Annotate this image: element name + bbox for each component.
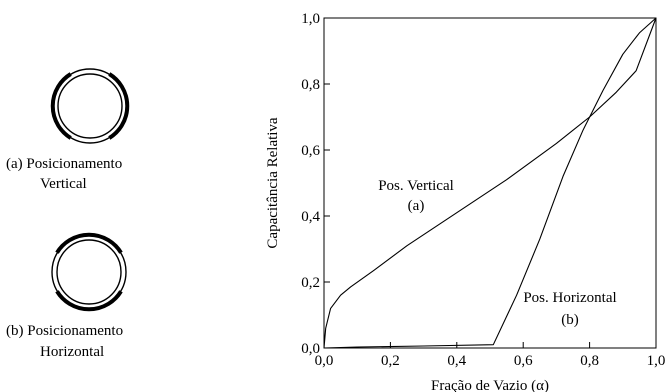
series-horizontal-line [323,17,657,349]
series-vertical-line [323,17,657,349]
electrode-left [50,72,72,140]
schematic-vertical [50,68,130,144]
electrode-right [108,72,130,140]
plot-frame [323,17,657,349]
y-tick-label: 1,0 [301,11,320,27]
series-vertical-label-line2: (a) [408,198,425,214]
y-tick-label: 0,4 [301,209,320,225]
caption-horizontal-line1: (b) Posicionamento [6,323,123,339]
series-lines [323,17,657,349]
pipe-inner-ring [56,239,122,305]
chart: 0,0 0,2 0,4 0,6 0,8 1,0 0,0 0,2 0,4 0,6 0,8 1,0 Fra… [265,11,665,392]
y-tick-label: 0,0 [301,341,320,357]
caption-vertical-line1: (a) Posicionamento [6,156,122,172]
x-tick-label: 0,0 [315,353,334,369]
x-axis-label: Fração de Vazio (α) [431,378,549,392]
schematic-horizontal [51,232,127,312]
electrode-top [55,232,123,254]
y-tick-label: 0,6 [301,143,320,159]
x-tick-label: 0,6 [514,353,533,369]
series-vertical-label-line1: Pos. Vertical [378,178,454,194]
y-tick-label: 0,8 [301,77,320,93]
caption-horizontal-line2: Horizontal [40,344,104,360]
y-axis-label: Capacitância Relativa [265,117,281,249]
series-horizontal-label-line2: (b) [561,312,579,328]
pipe-inner-ring [57,73,123,139]
electrode-bottom [55,290,123,312]
series-horizontal-label-line1: Pos. Horizontal [523,290,616,306]
axis-ticks: 0,0 0,2 0,4 0,6 0,8 1,0 0,0 0,2 0,4 0,6 0,8 1,0 [301,11,665,369]
y-tick-label: 0,2 [301,275,320,291]
caption-vertical-line2: Vertical [40,176,87,192]
x-tick-label: 0,8 [580,353,599,369]
x-tick-label: 1,0 [647,353,666,369]
x-tick-label: 0,4 [447,353,466,369]
x-tick-label: 0,2 [381,353,400,369]
